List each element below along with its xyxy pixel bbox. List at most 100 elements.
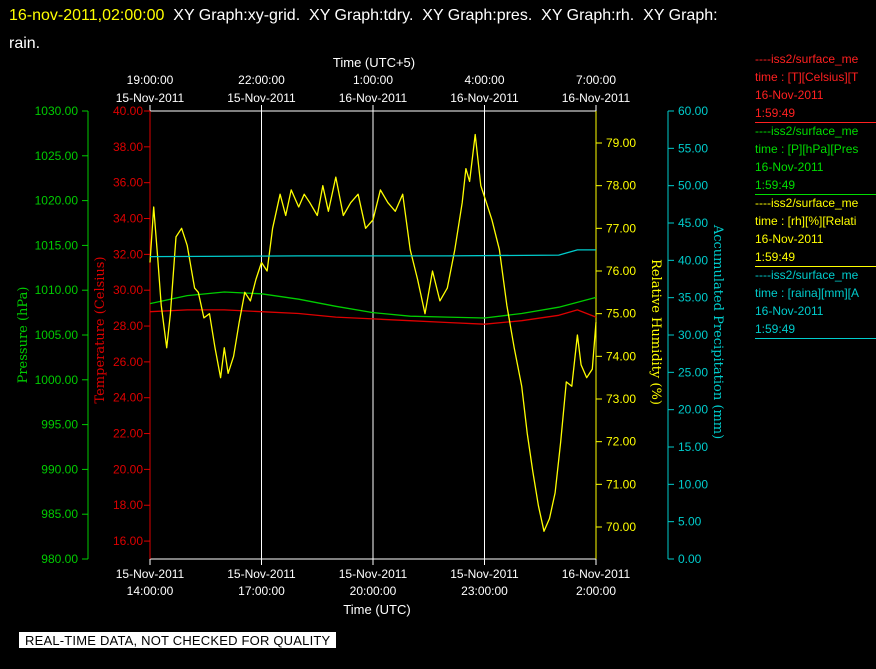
legend-field: time : [T][Celsius][T (755, 70, 859, 84)
top-tick-label-date: 15-Nov-2011 (116, 91, 185, 105)
x-tick-label-time: 14:00:00 (127, 584, 174, 598)
legend-date: 16-Nov-2011 (755, 304, 824, 318)
humidity-tick-label: 78.00 (606, 179, 636, 193)
humidity-axis-label: Relative Humidity (%) (648, 259, 663, 405)
temperature-tick-label: 28.00 (113, 319, 143, 333)
graph-name-tdry: XY Graph:tdry. (309, 7, 414, 24)
precip-tick-label: 40.00 (678, 253, 708, 267)
legend-time: 1:59:49 (755, 178, 796, 192)
legend-series: ----iss2/surface_me (755, 52, 859, 66)
top-tick-label-time: 4:00:00 (464, 73, 504, 87)
pressure-tick-label: 1010.00 (35, 283, 79, 297)
legend-precip: ----iss2/surface_me time : [raina][mm][A… (755, 266, 876, 339)
humidity-tick-label: 77.00 (606, 221, 636, 235)
graph-name-rain: rain. (9, 35, 41, 52)
pressure-tick-label: 1025.00 (35, 149, 79, 163)
legend-series: ----iss2/surface_me (755, 268, 859, 282)
precip-tick-label: 60.00 (678, 104, 708, 118)
precip-series-line (149, 249, 596, 258)
temperature-tick-label: 24.00 (113, 391, 143, 405)
legend-field: time : [raina][mm][A (755, 286, 860, 300)
top-tick-label-date: 15-Nov-2011 (227, 91, 296, 105)
legend-date: 16-Nov-2011 (755, 160, 824, 174)
x-tick-label-time: 17:00:00 (238, 584, 285, 598)
pressure-tick-label: 1015.00 (35, 238, 79, 252)
pressure-tick-label: 1005.00 (35, 328, 79, 342)
temperature-axis-label: Temperature (Celsius) (93, 256, 108, 403)
legend-field: time : [P][hPa][Pres (755, 142, 859, 156)
legend-humidity: ----iss2/surface_me time : [rh][%][Relat… (755, 194, 876, 267)
x-tick-label-date: 15-Nov-2011 (339, 567, 408, 581)
legend-series: ----iss2/surface_me (755, 124, 859, 138)
precip-tick-label: 20.00 (678, 403, 708, 417)
legend-time: 1:59:49 (755, 250, 796, 264)
top-tick-label-date: 16-Nov-2011 (562, 91, 631, 105)
x-tick-label-date: 16-Nov-2011 (562, 567, 631, 581)
humidity-tick-label: 70.00 (606, 520, 636, 534)
temperature-tick-label: 40.00 (113, 104, 143, 118)
legend-date: 16-Nov-2011 (755, 232, 824, 246)
temperature-tick-label: 30.00 (113, 283, 143, 297)
humidity-tick-label: 75.00 (606, 307, 636, 321)
legend-date: 16-Nov-2011 (755, 88, 824, 102)
legend-time: 1:59:49 (755, 106, 796, 120)
legend-field: time : [rh][%][Relati (755, 214, 857, 228)
precip-tick-label: 0.00 (678, 552, 702, 566)
precip-tick-label: 50.00 (678, 179, 708, 193)
pressure-tick-label: 990.00 (41, 462, 78, 476)
graph-name-rh: XY Graph:rh. (541, 7, 635, 24)
pressure-tick-label: 980.00 (41, 552, 78, 566)
temperature-tick-label: 16.00 (113, 534, 143, 548)
top-tick-label-time: 22:00:00 (238, 73, 285, 87)
top-tick-label-date: 16-Nov-2011 (450, 91, 519, 105)
x-tick-label-date: 15-Nov-2011 (116, 567, 185, 581)
x-tick-label-time: 2:00:00 (576, 584, 616, 598)
top-axis-title: Time (UTC+5) (333, 55, 415, 70)
header: 16-nov-2011,02:00:00 XY Graph:xy-grid. X… (9, 2, 859, 58)
precip-tick-label: 25.00 (678, 365, 708, 379)
bottom-axis-title: Time (UTC) (343, 602, 410, 617)
temperature-tick-label: 36.00 (113, 176, 143, 190)
top-tick-label-time: 19:00:00 (127, 73, 174, 87)
header-timestamp: 16-nov-2011,02:00:00 (9, 7, 165, 24)
precip-tick-label: 30.00 (678, 328, 708, 342)
humidity-tick-label: 79.00 (606, 136, 636, 150)
top-tick-label-time: 7:00:00 (576, 73, 616, 87)
pressure-series-line (149, 291, 597, 319)
temperature-tick-label: 20.00 (113, 462, 143, 476)
precip-tick-label: 10.00 (678, 477, 708, 491)
legend-series: ----iss2/surface_me (755, 196, 859, 210)
temperature-tick-label: 22.00 (113, 427, 143, 441)
legend-pressure: ----iss2/surface_me time : [P][hPa][Pres… (755, 122, 876, 195)
pressure-tick-label: 1000.00 (35, 373, 79, 387)
graph-name-rain-prefix: XY Graph: (643, 7, 718, 24)
precip-tick-label: 5.00 (678, 515, 702, 529)
precip-tick-label: 15.00 (678, 440, 708, 454)
pressure-tick-label: 995.00 (41, 418, 78, 432)
temperature-tick-label: 32.00 (113, 247, 143, 261)
humidity-tick-label: 72.00 (606, 435, 636, 449)
x-tick-label-time: 20:00:00 (350, 584, 397, 598)
graph-name-pres: XY Graph:pres. (422, 7, 533, 24)
pressure-tick-label: 985.00 (41, 507, 78, 521)
temperature-series-line (149, 309, 597, 325)
temperature-tick-label: 34.00 (113, 212, 143, 226)
quality-notice: REAL-TIME DATA, NOT CHECKED FOR QUALITY (19, 632, 337, 648)
precip-axis-label: Accumulated Precipitation (mm) (710, 224, 725, 439)
x-tick-label-date: 15-Nov-2011 (450, 567, 519, 581)
humidity-series-line (149, 133, 597, 532)
humidity-tick-label: 73.00 (606, 392, 636, 406)
temperature-tick-label: 38.00 (113, 140, 143, 154)
x-tick-label-date: 15-Nov-2011 (227, 567, 296, 581)
humidity-tick-label: 74.00 (606, 349, 636, 363)
humidity-tick-label: 71.00 (606, 477, 636, 491)
pressure-tick-label: 1030.00 (35, 104, 79, 118)
temperature-tick-label: 26.00 (113, 355, 143, 369)
pressure-tick-label: 1020.00 (35, 194, 79, 208)
humidity-tick-label: 76.00 (606, 264, 636, 278)
temperature-tick-label: 18.00 (113, 498, 143, 512)
graph-name-xy-grid: XY Graph:xy-grid. (173, 7, 301, 24)
precip-tick-label: 45.00 (678, 216, 708, 230)
pressure-axis-label: Pressure (hPa) (16, 287, 31, 384)
